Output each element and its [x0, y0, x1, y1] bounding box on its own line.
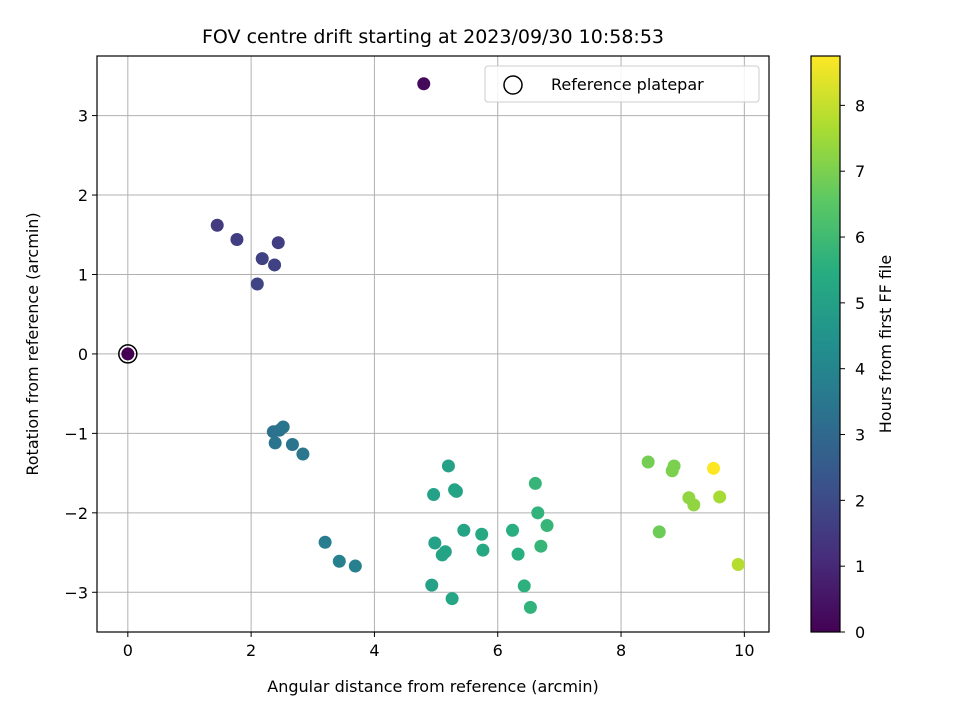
data-point [731, 557, 745, 571]
colorbar-label: Hours from first FF file [876, 255, 895, 434]
data-point [250, 277, 264, 291]
legend-box [484, 65, 760, 103]
colorbar: 0 1 2 3 4 5 6 7 8 Hours from first FF file [810, 55, 895, 642]
data-point [230, 233, 244, 247]
x-tick-label: 0 [123, 641, 133, 660]
data-point [667, 459, 681, 473]
colorbar-tick-label: 1 [855, 557, 865, 576]
data-point [687, 498, 701, 512]
y-tick-label: 3 [78, 107, 88, 126]
data-point [540, 519, 554, 533]
data-point [523, 600, 537, 614]
data-point [268, 436, 282, 450]
legend: Reference platepar [484, 65, 760, 103]
colorbar-tick-label: 5 [855, 294, 865, 313]
data-point [210, 218, 224, 232]
data-point [348, 559, 362, 573]
data-point [511, 547, 525, 561]
data-point [517, 579, 531, 593]
y-tick-label: 2 [78, 186, 88, 205]
data-point [528, 476, 542, 490]
x-tick-label: 4 [369, 641, 379, 660]
data-point [707, 461, 721, 475]
data-point [457, 523, 471, 537]
colorbar-gradient [810, 55, 841, 633]
colorbar-tick-label: 3 [855, 426, 865, 445]
data-point [445, 592, 459, 606]
data-point [428, 536, 442, 550]
data-point [255, 252, 269, 266]
y-tick-label: −2 [64, 504, 88, 523]
data-point [332, 554, 346, 568]
data-point [417, 77, 431, 91]
data-point [425, 578, 439, 592]
legend-label: Reference platepar [551, 75, 704, 94]
colorbar-tick-label: 0 [855, 623, 865, 642]
data-point [652, 525, 666, 539]
plot-frame [96, 55, 770, 633]
data-point [475, 527, 489, 541]
data-point [531, 506, 545, 520]
colorbar-tick-label: 4 [855, 360, 865, 379]
data-point [121, 347, 135, 361]
y-tick-label: 0 [78, 345, 88, 364]
data-point [506, 523, 520, 537]
colorbar-tick-label: 7 [855, 162, 865, 181]
data-point [641, 455, 655, 469]
x-tick-label: 2 [246, 641, 256, 660]
y-axis-label: Rotation from reference (arcmin) [23, 212, 42, 475]
colorbar-ticks: 0 1 2 3 4 5 6 7 8 [840, 96, 865, 642]
x-tick-label: 8 [616, 641, 626, 660]
data-point [713, 490, 727, 504]
y-tick-label: −1 [64, 424, 88, 443]
data-point [441, 459, 455, 473]
legend-marker [503, 75, 523, 95]
x-axis-ticks: 0 2 4 6 8 10 [123, 632, 755, 660]
data-point [271, 236, 285, 250]
colorbar-tick-label: 6 [855, 228, 865, 247]
chart-title: FOV centre drift starting at 2023/09/30 … [202, 26, 664, 48]
x-axis-label: Angular distance from reference (arcmin) [267, 677, 598, 696]
colorbar-tick-label: 2 [855, 491, 865, 510]
data-point [449, 484, 463, 498]
data-point [476, 543, 490, 557]
data-point [427, 488, 441, 502]
grid-lines [97, 56, 769, 632]
data-point [534, 539, 548, 553]
x-tick-label: 6 [493, 641, 503, 660]
y-tick-label: 1 [78, 265, 88, 284]
y-tick-label: −3 [64, 583, 88, 602]
data-point [276, 420, 290, 434]
colorbar-tick-label: 8 [855, 96, 865, 115]
reference-platepar-marker [118, 344, 138, 364]
data-points [121, 77, 745, 614]
data-point [268, 258, 282, 272]
data-point [285, 438, 299, 452]
y-axis-ticks: −3 −2 −1 0 1 2 3 [64, 107, 97, 602]
data-point [435, 548, 449, 562]
data-point [318, 535, 332, 549]
reference-marker [118, 344, 138, 364]
data-point [296, 447, 310, 461]
x-tick-label: 10 [734, 641, 754, 660]
